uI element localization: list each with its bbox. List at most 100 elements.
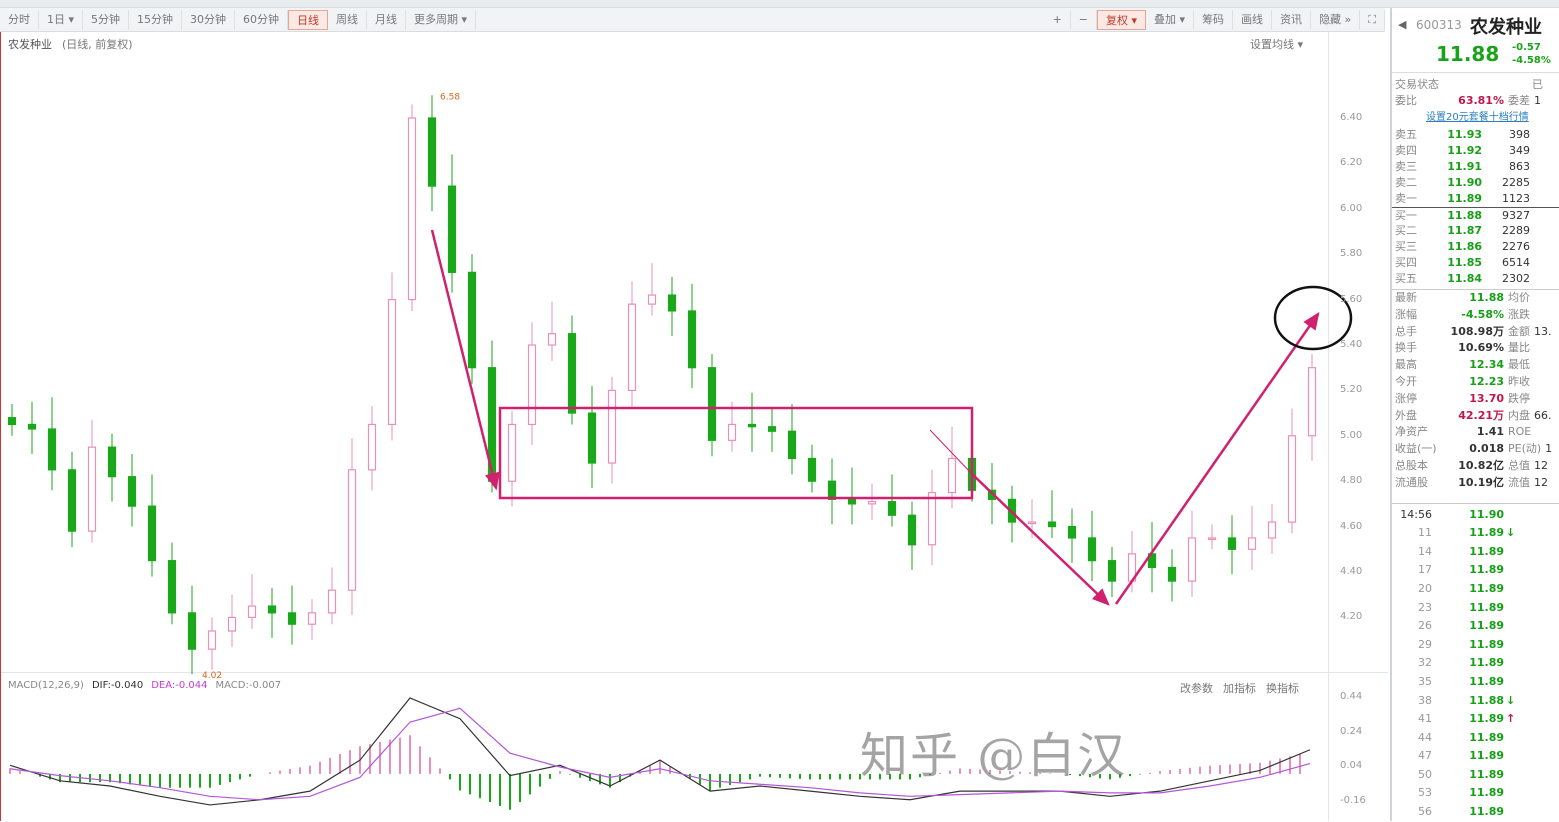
period-8[interactable]: 月线 bbox=[367, 9, 407, 30]
asks-row: 卖五 11.93 398 bbox=[1392, 127, 1559, 143]
tool-8[interactable]: ⛶ bbox=[1360, 10, 1385, 30]
stat-value-2: 12 bbox=[1534, 458, 1548, 472]
tick-direction-icon bbox=[1504, 543, 1516, 562]
candle bbox=[1287, 435, 1297, 523]
change-pct: -4.58% bbox=[1512, 55, 1551, 66]
period-4[interactable]: 30分钟 bbox=[182, 9, 236, 30]
tick-direction-icon bbox=[1504, 654, 1516, 673]
macd-label: MACD(12,26,9) bbox=[8, 680, 84, 691]
period-2[interactable]: 5分钟 bbox=[83, 9, 130, 30]
tool-1[interactable]: − bbox=[1071, 10, 1097, 30]
tick-time: 41 bbox=[1418, 712, 1432, 726]
tick-row: 35 11.89 bbox=[1392, 673, 1559, 692]
tick-time: 35 bbox=[1418, 674, 1432, 688]
collapse-arrow-icon[interactable]: ◀ bbox=[1398, 18, 1407, 31]
add-indicator-button[interactable]: 加指标 bbox=[1223, 682, 1256, 695]
bids-row: 买四 11.85 6514 bbox=[1392, 255, 1559, 271]
candle bbox=[47, 428, 57, 471]
period-7[interactable]: 周线 bbox=[328, 9, 368, 30]
tool-3[interactable]: 叠加 ▾ bbox=[1146, 10, 1195, 30]
tool-6[interactable]: 资讯 bbox=[1272, 10, 1312, 30]
tick-row: 53 11.89 bbox=[1392, 784, 1559, 803]
macd-tools: 改参数 加指标 换指标 bbox=[1180, 680, 1299, 696]
candle bbox=[87, 446, 97, 532]
candle bbox=[927, 491, 937, 546]
candle bbox=[207, 630, 217, 650]
level-label: 买三 bbox=[1395, 240, 1417, 253]
candle bbox=[167, 560, 177, 614]
period-5[interactable]: 60分钟 bbox=[235, 9, 289, 30]
period-0[interactable]: 分时 bbox=[0, 9, 39, 30]
stat-value-2 bbox=[1530, 374, 1534, 391]
stat-value: 108.98万 bbox=[1450, 324, 1504, 338]
level-volume: 398 bbox=[1509, 128, 1530, 141]
tick-time: 44 bbox=[1418, 730, 1432, 744]
candle bbox=[1067, 525, 1077, 539]
tick-time: 17 bbox=[1418, 563, 1432, 577]
panel-divider bbox=[0, 672, 1388, 673]
tool-0[interactable]: + bbox=[1045, 10, 1071, 30]
stat-value-2 bbox=[1531, 424, 1535, 441]
tool-2[interactable]: 复权 ▾ bbox=[1097, 10, 1147, 30]
scroll-handle[interactable] bbox=[1392, 492, 1559, 504]
tool-7[interactable]: 隐藏 » bbox=[1311, 10, 1361, 30]
candle bbox=[607, 389, 617, 464]
tool-4[interactable]: 筹码 bbox=[1194, 10, 1234, 30]
status-value: 已 bbox=[1532, 78, 1543, 91]
tick-time: 50 bbox=[1418, 767, 1432, 781]
period-3[interactable]: 15分钟 bbox=[129, 9, 183, 30]
tick-price: 11.89 bbox=[1469, 619, 1504, 633]
period-1[interactable]: 1日 ▾ bbox=[39, 9, 84, 30]
price-axis-label: 5.20 bbox=[1340, 384, 1363, 396]
tick-time: 56 bbox=[1418, 805, 1432, 819]
macd-axis-label: 0.44 bbox=[1340, 691, 1363, 702]
tick-row: 44 11.89 bbox=[1392, 729, 1559, 748]
switch-indicator-button[interactable]: 换指标 bbox=[1266, 682, 1299, 695]
candle bbox=[427, 117, 437, 187]
tick-list: 14:56 11.90 11 11.89 ↓ 14 11.89 17 11.89 20 11.89 2… bbox=[1392, 506, 1559, 822]
top-menu-bar bbox=[0, 0, 1559, 8]
stat-label-2: 总值 bbox=[1508, 458, 1530, 472]
tool-5[interactable]: 画线 bbox=[1233, 10, 1273, 30]
ma-settings-dropdown[interactable]: 设置均线 ▾ bbox=[1250, 38, 1304, 51]
price-axis-label: 6.20 bbox=[1340, 157, 1363, 169]
price-axis-label: 4.80 bbox=[1340, 475, 1363, 487]
stat-label: 外盘 bbox=[1395, 408, 1417, 422]
level-volume: 2276 bbox=[1502, 240, 1530, 253]
asks-row: 卖二 11.90 2285 bbox=[1392, 175, 1559, 191]
tick-direction-icon bbox=[1504, 729, 1516, 748]
candle bbox=[827, 480, 837, 500]
ratio-label: 委比 bbox=[1395, 94, 1417, 107]
level-volume: 9327 bbox=[1502, 209, 1530, 222]
stock-code: 600313 bbox=[1416, 18, 1462, 32]
tick-row: 17 11.89 bbox=[1392, 561, 1559, 580]
asks-row: 卖四 11.92 349 bbox=[1392, 143, 1559, 159]
level-label: 卖三 bbox=[1395, 160, 1417, 173]
period-9[interactable]: 更多周期 ▾ bbox=[406, 9, 477, 30]
candle bbox=[847, 498, 857, 505]
edit-params-button[interactable]: 改参数 bbox=[1180, 682, 1213, 695]
candlestick-chart[interactable]: 6.58 4.02 bbox=[0, 0, 1390, 821]
stat-label: 涨幅 bbox=[1395, 307, 1417, 321]
level-label: 卖五 bbox=[1395, 128, 1417, 141]
stat-value-2 bbox=[1530, 340, 1534, 357]
stat-label: 涨停 bbox=[1395, 391, 1417, 405]
level-volume: 6514 bbox=[1502, 256, 1530, 269]
candle bbox=[467, 271, 477, 369]
period-6[interactable]: 日线 bbox=[288, 9, 329, 30]
order-book: 卖五 11.93 398 卖四 11.92 349 卖三 11.91 863 卖二 11.90 228… bbox=[1392, 127, 1559, 287]
candle bbox=[407, 117, 417, 301]
stat-value: 10.19亿 bbox=[1458, 475, 1504, 489]
candle bbox=[1247, 537, 1257, 550]
trend-line bbox=[929, 429, 973, 475]
tick-price: 11.89 bbox=[1469, 581, 1504, 595]
tick-price: 11.89 bbox=[1469, 563, 1504, 577]
candle bbox=[887, 501, 897, 516]
level-label: 买五 bbox=[1395, 272, 1417, 285]
level-price: 11.88 bbox=[1447, 209, 1482, 222]
level2-link[interactable]: 设置20元套餐十档行情 bbox=[1426, 112, 1529, 123]
candle bbox=[187, 612, 197, 650]
candle bbox=[787, 430, 797, 460]
candle bbox=[307, 612, 317, 625]
price-change: -0.57 -4.58% bbox=[1512, 41, 1551, 67]
